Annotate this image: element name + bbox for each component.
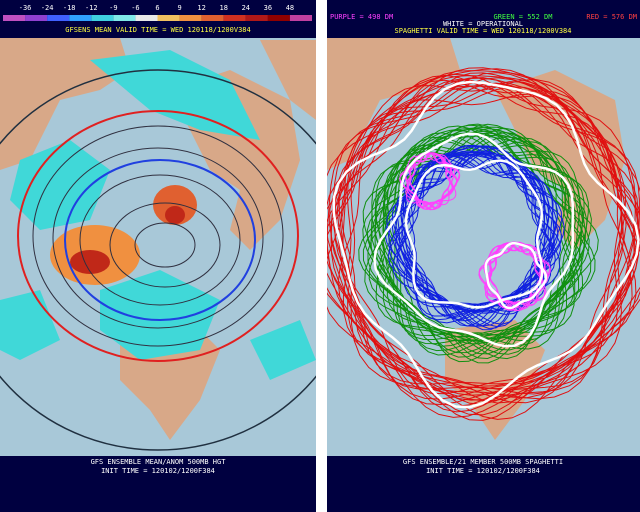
contour-green [366,134,588,355]
contour-blue [386,151,565,327]
contour-white [332,80,640,409]
colorbar-swatch [245,15,268,21]
colorbar-label: -36 [19,4,32,12]
colorbar-swatch [91,15,114,21]
right-header: SPAGHETTI VALID TIME = WED 120118/1200V3… [394,27,571,35]
legend-green: GREEN = 552 DM [493,13,552,21]
legend-purple: PURPLE = 498 DM [330,13,393,21]
contour-red [327,82,640,399]
colorbar-swatch [69,15,92,21]
colorbar: -36 -24 -18 -12 -9 -6 6 9 12 18 24 36 48 [3,4,312,21]
contour-red [327,73,640,400]
contour-green [382,127,576,345]
colorbar-swatch [267,15,290,21]
colorbar-label: 48 [286,4,294,12]
contour-red [327,67,640,418]
colorbar-label: -12 [85,4,98,12]
contour-green [376,129,574,346]
contour-red [329,70,639,421]
contour-green [371,130,583,360]
legend-red: RED = 576 DM [586,13,637,21]
colorbar-swatch [47,15,70,21]
colorbar-label: 9 [177,4,181,12]
contour-red [334,81,633,390]
contour-red [336,78,627,402]
colorbar-label: -24 [41,4,54,12]
contour-red [340,93,623,387]
colorbar-label: 18 [219,4,227,12]
colorbar-label: 6 [155,4,159,12]
contour-red [347,74,623,401]
right-map [327,38,640,456]
right-footer: INIT TIME = 120102/1200F384 [426,467,540,475]
contour-white [373,132,575,348]
colorbar-swatch [223,15,246,21]
contour-red [327,83,639,404]
colorbar-swatch [135,15,158,21]
colorbar-label: -18 [63,4,76,12]
contour-red [327,77,636,404]
contour-blue [391,151,557,327]
contour-red [330,72,640,406]
contour-purple [484,242,544,307]
colorbar-swatch [179,15,202,21]
contour-purple [403,153,457,205]
colorbar-swatch [157,15,180,21]
legend-white: WHITE = OPERATIONAL [443,20,523,28]
colorbar-label: -6 [131,4,139,12]
colorbar-swatch [113,15,136,21]
contour-green [362,133,599,354]
contour-white [404,159,544,309]
left-footer: INIT TIME = 120102/1200F384 [101,467,215,475]
contour-red [338,72,635,413]
colorbar-label: 24 [242,4,250,12]
left-header: GFSENS MEAN VALID TIME = WED 120118/1200… [65,26,250,34]
contour-purple [406,152,452,210]
divider [316,0,327,512]
contour-white [484,241,548,310]
colorbar-swatch [201,15,224,21]
colorbar-swatch [289,15,312,21]
colorbar-label: 12 [197,4,205,12]
colorbar-swatch [25,15,48,21]
left-footer: GFS ENSEMBLE MEAN/ANOM 500MB HGT [91,458,227,466]
left-map [0,38,316,456]
right-footer: GFS ENSEMBLE/21 MEMBER 500MB SPAGHETTI [403,458,563,466]
colorbar-label: -9 [109,4,117,12]
colorbar-swatch [3,15,26,21]
contour-blue [397,144,546,325]
colorbar-label: 36 [264,4,272,12]
